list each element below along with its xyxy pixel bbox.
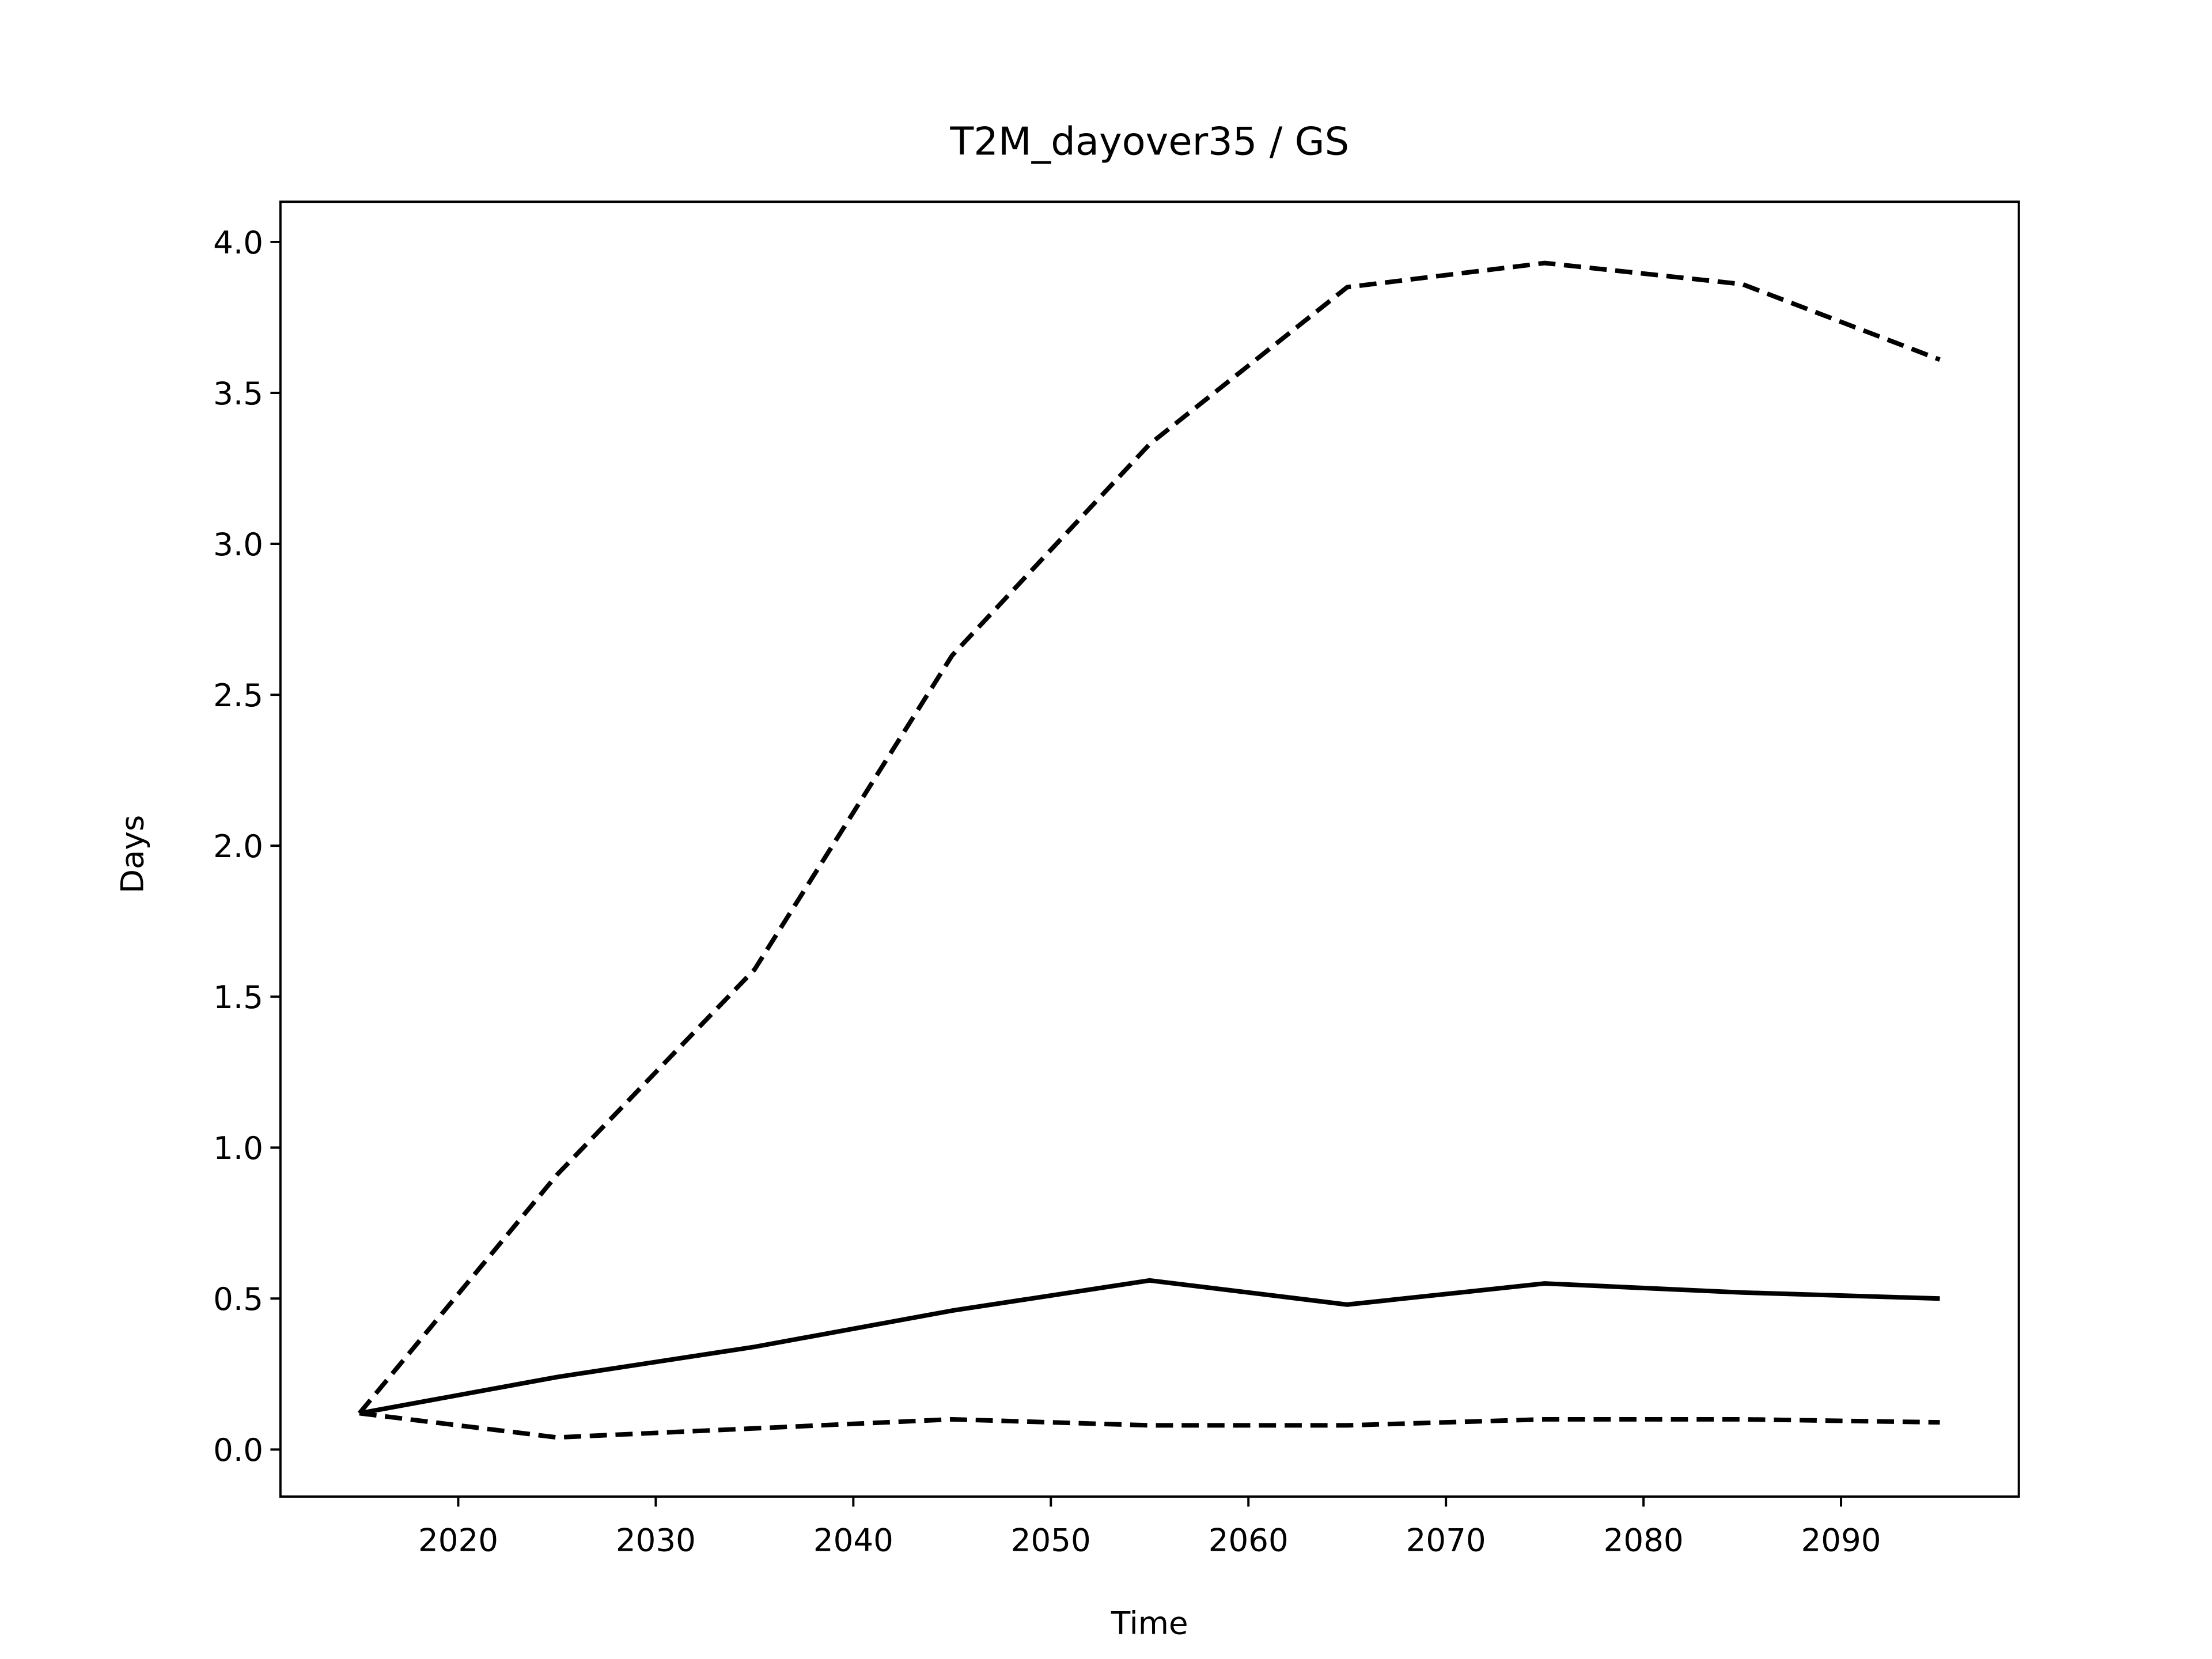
line-series bbox=[359, 1278, 1940, 1416]
y-tick-label: 3.5 bbox=[213, 375, 263, 412]
y-tick-label: 1.5 bbox=[213, 979, 263, 1016]
y-tick-label: 2.0 bbox=[213, 828, 263, 865]
line-series bbox=[357, 260, 1941, 1415]
x-tick-label: 2030 bbox=[616, 1521, 696, 1558]
y-tick-label: 0.5 bbox=[213, 1281, 263, 1317]
line-series bbox=[359, 1411, 1940, 1440]
y-tick-label: 2.5 bbox=[213, 677, 263, 714]
chart-title: T2M_dayover35 / GS bbox=[949, 119, 1349, 164]
x-tick-label: 2070 bbox=[1406, 1521, 1486, 1558]
y-axis-label: Days bbox=[113, 815, 150, 893]
y-tick-label: 0.0 bbox=[213, 1431, 263, 1468]
y-tick-label: 4.0 bbox=[213, 224, 263, 261]
y-tick-label: 3.0 bbox=[213, 526, 263, 563]
x-tick-label: 2050 bbox=[1011, 1521, 1091, 1558]
x-tick-label: 2040 bbox=[813, 1521, 893, 1558]
x-tick-label: 2060 bbox=[1209, 1521, 1289, 1558]
x-tick-label: 2020 bbox=[418, 1521, 498, 1558]
y-tick-label: 1.0 bbox=[213, 1130, 263, 1166]
x-tick-label: 2090 bbox=[1801, 1521, 1881, 1558]
plot-frame bbox=[279, 200, 2020, 1498]
x-axis-label: Time bbox=[1111, 1605, 1188, 1642]
x-tick-label: 2080 bbox=[1604, 1521, 1684, 1558]
